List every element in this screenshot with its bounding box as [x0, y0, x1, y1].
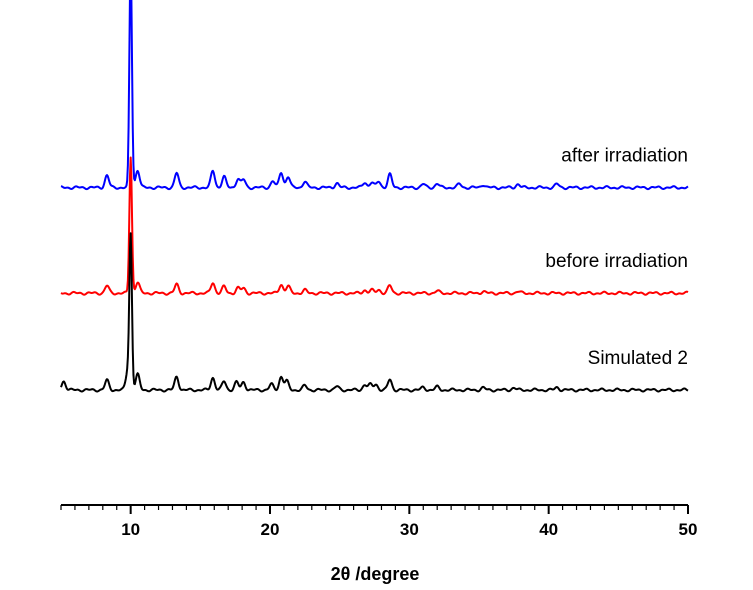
series-line: [60, 156, 689, 296]
series-labels: after irradiation before irradiation Simul…: [545, 146, 688, 369]
series-label: after irradiation: [561, 146, 688, 167]
x-tick-label: 10: [121, 520, 140, 539]
x-tick-label: 50: [679, 520, 698, 539]
series-label: Simulated 2: [588, 348, 688, 369]
pattern-traces: [60, 0, 689, 393]
series-line: [60, 0, 689, 191]
x-tick-label: 40: [539, 520, 558, 539]
x-ticks: 10 20 30 40 50: [60, 505, 698, 539]
x-tick-label: 30: [400, 520, 419, 539]
series-label: before irradiation: [545, 251, 688, 272]
x-tick-label: 20: [261, 520, 280, 539]
series-line: [60, 232, 689, 393]
x-axis-title: 2θ /degree: [331, 564, 420, 584]
x-axis: 10 20 30 40 50: [60, 504, 698, 539]
